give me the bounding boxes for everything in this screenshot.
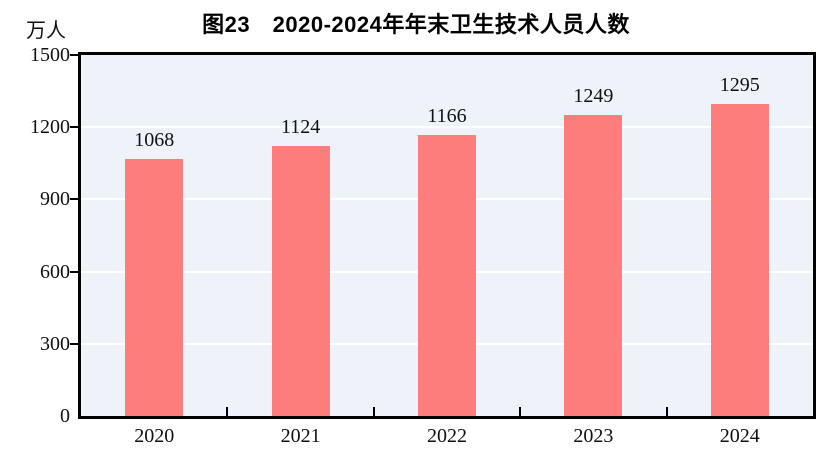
y-axis-tick	[70, 270, 78, 273]
bar-value-label: 1295	[719, 74, 760, 97]
x-tick-label: 2022	[427, 425, 467, 447]
y-axis-unit-label: 万人	[26, 20, 66, 42]
bar-value-label: 1124	[280, 115, 321, 138]
y-axis-tick	[70, 126, 78, 129]
x-axis-tick	[519, 407, 522, 416]
x-tick-label: 2020	[134, 425, 175, 447]
y-axis-tick	[70, 54, 78, 56]
y-tick-label: 1200	[30, 116, 70, 139]
bar-value-label: 1166	[427, 105, 467, 128]
y-axis-tick	[70, 342, 78, 345]
gridline	[81, 126, 813, 129]
y-axis-tick	[70, 198, 78, 201]
y-tick-label: 600	[40, 260, 70, 283]
chart-title: 图23 2020-2024年年末卫生技术人员人数	[202, 12, 630, 37]
x-axis-tick	[372, 407, 375, 416]
plot-inner: 1068 1124 1166 1249 1295	[81, 55, 813, 416]
y-tick-label: 1500	[30, 44, 70, 66]
bar-value-label: 1068	[134, 128, 175, 151]
y-tick-label: 300	[40, 332, 70, 355]
x-tick-label: 2021	[280, 425, 321, 447]
bar	[125, 158, 184, 416]
y-tick-label: 0	[60, 405, 70, 427]
bar	[418, 135, 476, 416]
bar	[564, 115, 623, 416]
x-axis-tick	[665, 407, 668, 416]
y-tick-label: 900	[40, 188, 70, 211]
bar-value-label: 1249	[573, 85, 614, 108]
plot-area: 1068 1124 1166 1249 1295	[78, 52, 816, 419]
x-tick-label: 2024	[719, 425, 760, 447]
bar	[271, 145, 330, 416]
x-axis-tick	[226, 407, 229, 416]
bar	[710, 104, 769, 416]
x-tick-label: 2023	[573, 425, 614, 447]
